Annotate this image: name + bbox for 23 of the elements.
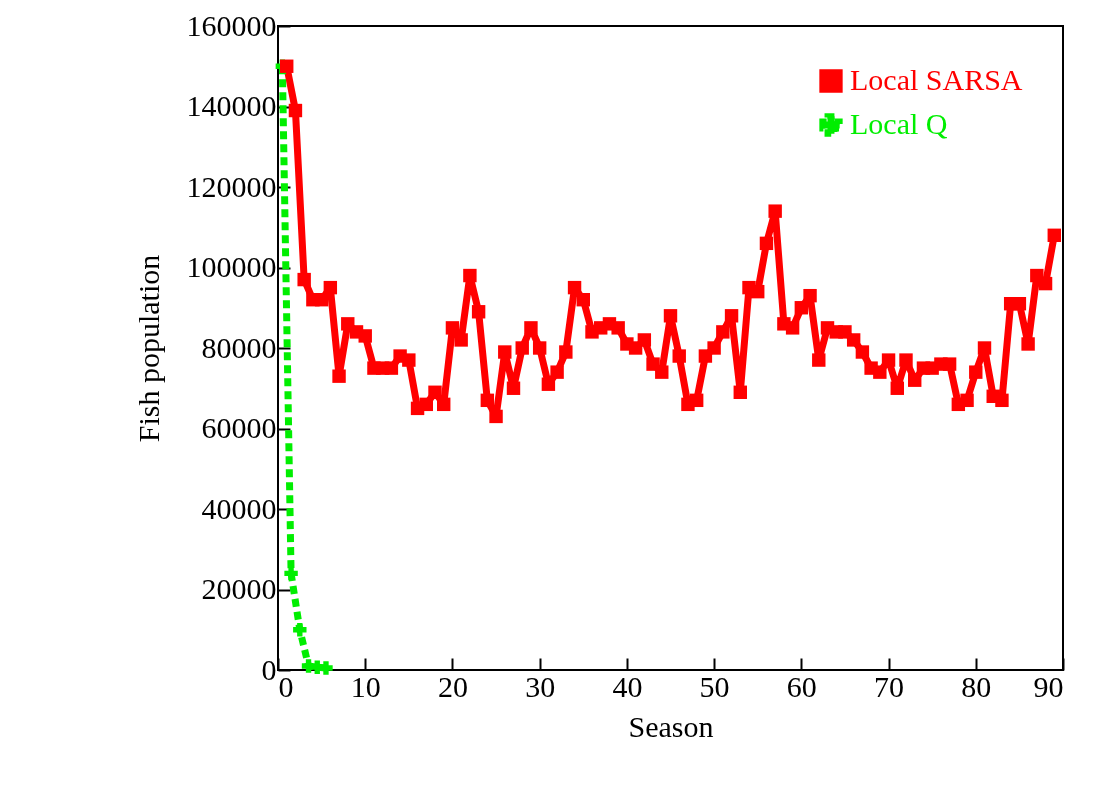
y-tick-label: 140000 — [186, 89, 277, 122]
legend-label: Local Q — [850, 107, 948, 140]
legend-label: Local SARSA — [850, 63, 1023, 96]
x-tick-label: 90 — [1033, 669, 1064, 703]
y-tick-label: 60000 — [201, 411, 277, 444]
x-tick-label: 50 — [699, 669, 730, 703]
y-tick-label: 20000 — [201, 572, 277, 605]
y-tick-label: 160000 — [186, 8, 277, 42]
x-tick-label: 30 — [525, 669, 556, 703]
x-tick-label: 20 — [437, 669, 468, 703]
x-tick-label: 40 — [612, 669, 643, 703]
x-tick-label: 60 — [786, 669, 817, 703]
x-axis-title: Season — [628, 709, 714, 743]
x-tick-label: 10 — [350, 669, 381, 703]
y-tick-label: 80000 — [201, 330, 277, 364]
y-tick-label: 120000 — [186, 169, 277, 203]
x-tick-label: 80 — [961, 669, 992, 703]
y-axis-title: Fish population — [131, 254, 165, 443]
point — [284, 566, 298, 581]
y-tick-label: 100000 — [186, 250, 277, 283]
point — [293, 623, 307, 637]
x-tick-label: 70 — [874, 669, 905, 703]
y-tick-label: 40000 — [201, 491, 277, 525]
